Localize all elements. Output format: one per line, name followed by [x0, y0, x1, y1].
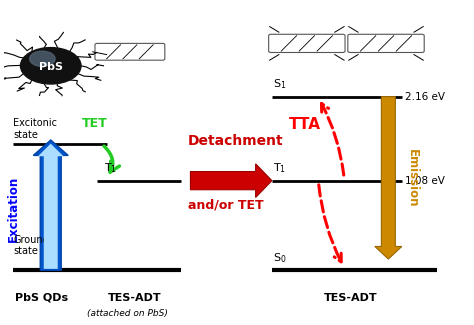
Circle shape — [20, 47, 81, 84]
FancyArrow shape — [191, 164, 272, 198]
Text: Excitonic
state: Excitonic state — [13, 118, 57, 140]
FancyArrow shape — [375, 97, 402, 259]
Text: TES-ADT: TES-ADT — [108, 293, 161, 303]
Text: Ground
state: Ground state — [13, 235, 49, 256]
Text: PbS QDs: PbS QDs — [15, 293, 68, 303]
Text: S$_0$: S$_0$ — [273, 251, 287, 265]
Text: T$_1$: T$_1$ — [104, 161, 118, 175]
Text: Excitation: Excitation — [7, 176, 19, 242]
Text: Emission: Emission — [406, 149, 419, 207]
Text: T$_1$: T$_1$ — [273, 161, 286, 175]
Text: TTA: TTA — [289, 117, 320, 132]
FancyArrow shape — [33, 140, 68, 270]
Text: 2.16 eV: 2.16 eV — [405, 92, 445, 102]
Text: TET: TET — [82, 117, 108, 130]
Circle shape — [30, 51, 55, 66]
Text: and/or TET: and/or TET — [188, 199, 264, 212]
FancyArrow shape — [38, 144, 64, 269]
Text: 1.08 eV: 1.08 eV — [405, 176, 445, 186]
Text: Detachment: Detachment — [188, 135, 284, 149]
Text: TES-ADT: TES-ADT — [324, 293, 378, 303]
Text: S$_1$: S$_1$ — [273, 77, 287, 91]
Text: PbS: PbS — [39, 62, 63, 72]
Text: (attached on PbS): (attached on PbS) — [87, 309, 168, 318]
